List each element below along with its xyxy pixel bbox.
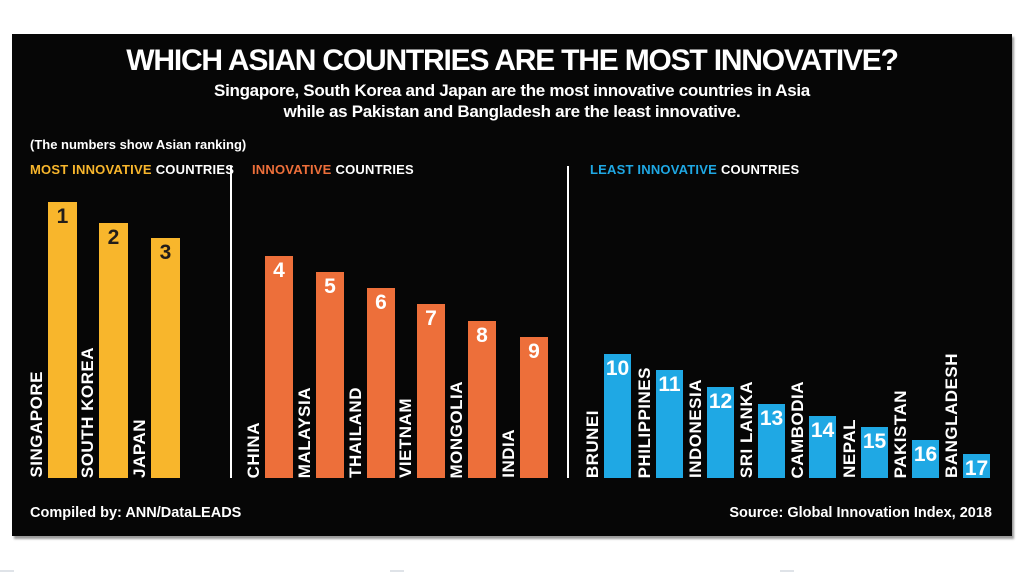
compiled-by-credit: Compiled by: ANN/DataLEADS: [30, 505, 242, 521]
bar-thailand: 6: [367, 288, 395, 478]
country-label-china: CHINA: [244, 421, 263, 478]
rank-value: 2: [107, 226, 120, 249]
country-label-brunei: BRUNEI: [583, 409, 602, 478]
bar-vietnam: 7: [417, 304, 445, 478]
bar-india: 9: [520, 337, 548, 478]
bar-indonesia: 12: [707, 387, 734, 478]
rank-value: 7: [425, 307, 437, 330]
rank-value: 1: [56, 205, 69, 228]
country-label-cambodia: CAMBODIA: [788, 380, 807, 479]
bar-japan: 3: [151, 238, 180, 478]
subtitle-line-2: while as Pakistan and Bangladesh are the…: [283, 102, 741, 121]
bar-philippines: 11: [656, 370, 683, 478]
group-header-highlight: MOST INNOVATIVE: [30, 162, 152, 177]
source-credit: Source: Global Innovation Index, 2018: [729, 505, 992, 521]
rank-value: 15: [862, 430, 887, 453]
rank-value: 16: [913, 443, 938, 466]
group-header-rest: COUNTRIES: [155, 162, 235, 177]
country-label-vietnam: VIETNAM: [396, 398, 415, 478]
bar-bangladesh: 17: [963, 454, 990, 480]
rank-value: 8: [476, 324, 488, 347]
group-header-highlight: LEAST INNOVATIVE: [590, 162, 717, 177]
rank-value: 9: [528, 340, 540, 363]
bar-china: 4: [265, 256, 293, 478]
bar-singapore: 1: [48, 202, 77, 478]
section-divider: [230, 166, 232, 478]
infographic-panel: WHICH ASIAN COUNTRIES ARE THE MOST INNOV…: [12, 34, 1012, 536]
country-label-sri-lanka: SRI LANKA: [737, 380, 756, 478]
country-label-singapore: SINGAPORE: [27, 371, 46, 478]
rank-value: 6: [375, 291, 387, 314]
rank-value: 17: [964, 457, 989, 480]
rank-value: 12: [708, 390, 733, 413]
country-label-nepal: NEPAL: [840, 419, 859, 478]
bar-cambodia: 14: [809, 416, 836, 478]
rank-value: 14: [810, 419, 835, 442]
country-label-india: INDIA: [499, 429, 518, 478]
bar-brunei: 10: [604, 354, 631, 478]
section-divider: [567, 166, 569, 478]
bottom-dash-artifact: [0, 570, 1024, 572]
country-label-mongolia: MONGOLIA: [447, 380, 466, 479]
country-label-indonesia: INDONESIA: [686, 379, 705, 478]
country-label-south-korea: SOUTH KOREA: [78, 346, 97, 478]
group-header-most-innovative: MOST INNOVATIVE COUNTRIES: [30, 162, 234, 177]
country-label-japan: JAPAN: [130, 419, 149, 478]
group-header-highlight: INNOVATIVE: [252, 162, 332, 177]
group-header-least-innovative: LEAST INNOVATIVE COUNTRIES: [590, 162, 799, 177]
country-label-thailand: THAILAND: [346, 387, 365, 478]
group-header-rest: COUNTRIES: [335, 162, 414, 177]
rank-value: 10: [605, 357, 630, 380]
subtitle-line-1: Singapore, South Korea and Japan are the…: [214, 81, 810, 100]
country-label-philippines: PHILIPPINES: [635, 366, 654, 478]
ranking-note: (The numbers show Asian ranking): [30, 137, 247, 152]
country-label-pakistan: PAKISTAN: [891, 389, 910, 478]
group-header-innovative: INNOVATIVE COUNTRIES: [252, 162, 414, 177]
bar-nepal: 15: [861, 427, 888, 478]
bar-south-korea: 2: [99, 223, 128, 478]
page-subtitle: Singapore, South Korea and Japan are the…: [12, 80, 1012, 122]
rank-value: 5: [324, 275, 336, 298]
country-label-malaysia: MALAYSIA: [295, 386, 314, 478]
rank-value: 11: [658, 373, 681, 396]
bar-mongolia: 8: [468, 321, 496, 478]
page-title: WHICH ASIAN COUNTRIES ARE THE MOST INNOV…: [126, 44, 899, 77]
country-label-bangladesh: BANGLADESH: [942, 353, 961, 478]
rank-value: 13: [759, 407, 784, 430]
rank-value: 4: [273, 259, 285, 282]
group-header-rest: COUNTRIES: [720, 162, 800, 177]
bar-sri-lanka: 13: [758, 404, 785, 478]
bar-malaysia: 5: [316, 272, 344, 478]
rank-value: 3: [159, 241, 172, 264]
bar-pakistan: 16: [912, 440, 939, 478]
